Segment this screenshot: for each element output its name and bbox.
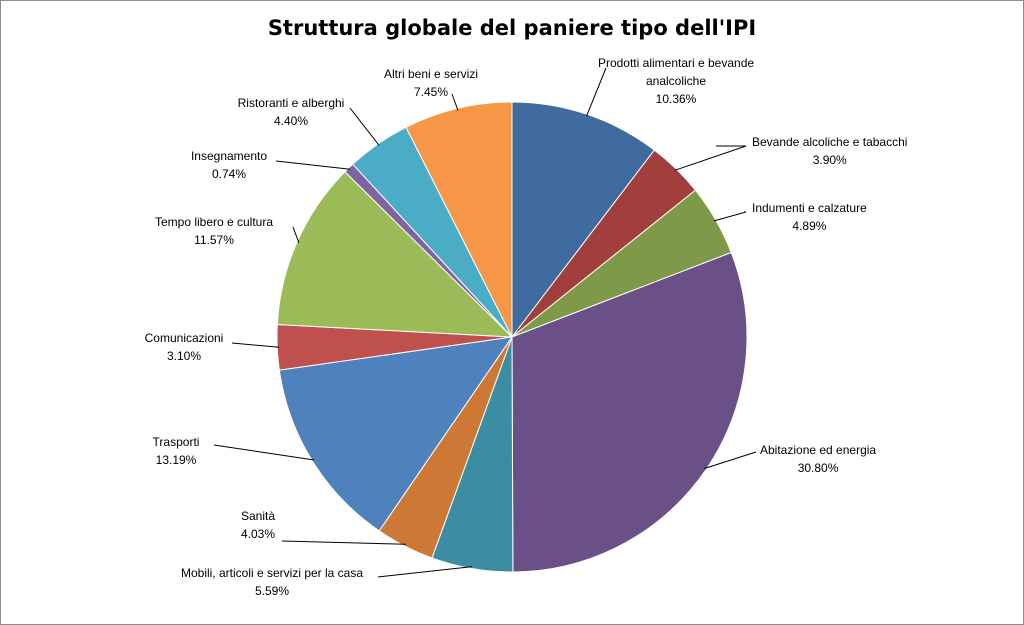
slice-name: Indumenti e calzature xyxy=(752,201,867,215)
slice-name: Insegnamento xyxy=(191,149,267,163)
slice-name: Prodotti alimentari e bevande xyxy=(598,56,754,70)
slice-name: Comunicazioni xyxy=(145,331,224,345)
leader-line xyxy=(349,107,380,146)
slice-name: Abitazione ed energia xyxy=(760,443,876,457)
slice-label: Tempo libero e cultura 11.57% xyxy=(155,215,273,247)
slice-label: Prodotti alimentari e bevande analcoliche… xyxy=(598,56,754,106)
slice-name: Ristoranti e alberghi xyxy=(238,96,345,110)
slice-name: Trasporti xyxy=(153,435,200,449)
leader-line xyxy=(586,67,607,117)
slice-percent: 11.57% xyxy=(194,233,234,247)
slice-label: Trasporti 13.19% xyxy=(153,435,200,467)
slice-percent: 10.36% xyxy=(656,92,697,106)
slice-label: Indumenti e calzature 4.89% xyxy=(752,201,867,233)
slice-label: Ristoranti e alberghi 4.40% xyxy=(238,96,345,128)
leader-line xyxy=(704,451,757,469)
pie-slice xyxy=(276,171,514,338)
pie-slices xyxy=(276,101,748,573)
slice-percent: 3.10% xyxy=(167,349,201,363)
chart-title: Struttura globale del paniere tipo dell'… xyxy=(268,16,756,40)
slice-percent: 4.03% xyxy=(241,527,275,541)
leader-line xyxy=(231,342,280,348)
slice-label: Mobili, articoli e servizi per la casa 5.… xyxy=(181,566,363,598)
slice-percent: 4.89% xyxy=(792,219,826,233)
slice-percent: 0.74% xyxy=(212,167,246,181)
slice-label: Insegnamento 0.74% xyxy=(191,149,267,181)
slice-percent: 7.45% xyxy=(414,85,448,99)
slice-name: Mobili, articoli e servizi per la casa xyxy=(181,566,363,580)
leader-line xyxy=(451,93,459,111)
leader-line xyxy=(281,540,406,545)
slice-name: Tempo libero e cultura xyxy=(155,215,273,229)
slice-name: Altri beni e servizi xyxy=(384,67,478,81)
slice-percent: 5.59% xyxy=(255,584,289,598)
slice-percent: 4.40% xyxy=(274,114,308,128)
slice-label: Altri beni e servizi 7.45% xyxy=(384,67,478,99)
slice-name: Bevande alcoliche e tabacchi xyxy=(752,135,907,149)
leader-line xyxy=(674,145,747,171)
slice-label: Abitazione ed energia 30.80% xyxy=(760,443,876,475)
leader-line xyxy=(213,444,315,461)
leader-line xyxy=(377,566,473,578)
pie-slice xyxy=(511,251,748,573)
slice-label: Sanità 4.03% xyxy=(241,509,275,541)
slice-label: Bevande alcoliche e tabacchi 3.90% xyxy=(752,135,907,167)
slice-name: Sanità xyxy=(241,509,275,523)
pie-labels: Prodotti alimentari e bevande analcoliche… xyxy=(145,56,908,598)
slice-percent: 3.90% xyxy=(813,153,847,167)
leader-line xyxy=(713,211,747,222)
leader-line xyxy=(292,226,300,243)
slice-name: analcoliche xyxy=(646,74,706,88)
slice-label: Comunicazioni 3.10% xyxy=(145,331,224,363)
slice-percent: 30.80% xyxy=(798,461,839,475)
slice-percent: 13.19% xyxy=(156,453,197,467)
leader-line xyxy=(275,160,351,170)
pie-slice xyxy=(278,336,514,532)
